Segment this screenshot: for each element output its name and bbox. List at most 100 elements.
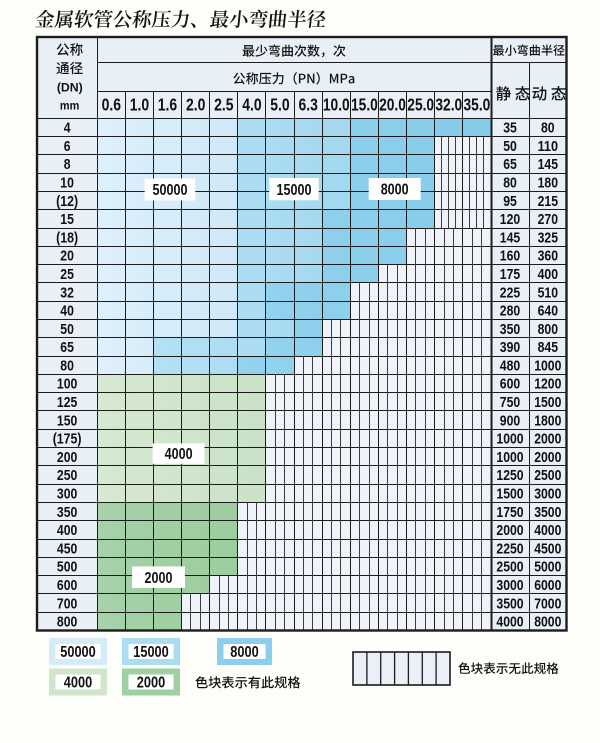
svg-text:15000: 15000 <box>133 644 169 661</box>
svg-text:8000: 8000 <box>230 644 259 661</box>
svg-text:6000: 6000 <box>534 578 561 594</box>
svg-text:225: 225 <box>500 285 520 301</box>
svg-text:1750: 1750 <box>496 505 523 521</box>
svg-text:270: 270 <box>538 212 558 228</box>
svg-text:6.3: 6.3 <box>299 95 318 115</box>
svg-text:1.6: 1.6 <box>158 95 177 115</box>
svg-text:20.0: 20.0 <box>379 95 406 115</box>
svg-text:1000: 1000 <box>496 432 523 448</box>
svg-text:400: 400 <box>57 523 77 539</box>
svg-text:2000: 2000 <box>137 675 166 692</box>
svg-text:800: 800 <box>538 322 558 338</box>
svg-text:640: 640 <box>538 304 558 320</box>
svg-text:4500: 4500 <box>534 541 561 557</box>
svg-text:32.0: 32.0 <box>435 95 462 115</box>
svg-text:1200: 1200 <box>534 377 561 393</box>
svg-text:400: 400 <box>538 267 558 283</box>
svg-text:325: 325 <box>538 230 558 246</box>
svg-text:35: 35 <box>503 121 517 137</box>
svg-text:110: 110 <box>538 139 558 155</box>
svg-text:200: 200 <box>57 450 77 466</box>
svg-text:2.0: 2.0 <box>186 95 205 115</box>
svg-text:215: 215 <box>538 194 558 210</box>
svg-text:1500: 1500 <box>534 395 561 411</box>
svg-text:mm: mm <box>60 98 79 112</box>
svg-text:0.6: 0.6 <box>102 95 121 115</box>
svg-text:35.0: 35.0 <box>464 95 491 115</box>
svg-text:25: 25 <box>60 267 74 283</box>
svg-text:100: 100 <box>57 377 77 393</box>
svg-text:(18): (18) <box>56 230 78 246</box>
svg-text:80: 80 <box>60 359 74 375</box>
svg-text:6: 6 <box>64 139 71 155</box>
svg-text:480: 480 <box>500 359 520 375</box>
svg-text:15: 15 <box>60 212 74 228</box>
svg-text:145: 145 <box>538 157 558 173</box>
svg-text:15.0: 15.0 <box>351 95 378 115</box>
svg-text:80: 80 <box>541 121 555 137</box>
svg-text:(12): (12) <box>56 194 78 210</box>
svg-text:2250: 2250 <box>496 541 523 557</box>
svg-text:10.0: 10.0 <box>323 95 350 115</box>
svg-text:800: 800 <box>57 615 77 631</box>
svg-text:2.5: 2.5 <box>214 95 234 115</box>
svg-text:1.0: 1.0 <box>130 95 149 115</box>
svg-text:20: 20 <box>60 249 74 265</box>
svg-text:390: 390 <box>500 340 520 356</box>
svg-text:80: 80 <box>503 176 517 192</box>
svg-text:25.0: 25.0 <box>407 95 434 115</box>
svg-text:8000: 8000 <box>534 615 561 631</box>
svg-text:15000: 15000 <box>277 182 312 199</box>
svg-text:1000: 1000 <box>534 359 561 375</box>
svg-text:175: 175 <box>500 267 520 283</box>
svg-text:900: 900 <box>500 413 520 429</box>
svg-text:(DN): (DN) <box>57 81 83 95</box>
svg-text:160: 160 <box>500 249 520 265</box>
svg-text:360: 360 <box>538 249 558 265</box>
svg-text:50000: 50000 <box>153 182 188 199</box>
svg-text:32: 32 <box>60 285 74 301</box>
svg-text:120: 120 <box>500 212 520 228</box>
svg-text:4.0: 4.0 <box>242 95 261 115</box>
svg-text:350: 350 <box>500 322 520 338</box>
svg-text:300: 300 <box>57 487 77 503</box>
svg-text:65: 65 <box>60 340 74 356</box>
svg-text:4000: 4000 <box>64 675 93 692</box>
svg-text:65: 65 <box>503 157 517 173</box>
svg-text:40: 40 <box>60 304 74 320</box>
svg-text:3500: 3500 <box>496 596 523 612</box>
svg-text:4000: 4000 <box>165 446 193 463</box>
svg-text:50: 50 <box>60 322 74 338</box>
svg-text:1500: 1500 <box>496 487 523 503</box>
svg-text:510: 510 <box>538 285 558 301</box>
svg-text:5000: 5000 <box>534 560 561 576</box>
svg-text:600: 600 <box>57 578 77 594</box>
svg-text:280: 280 <box>500 304 520 320</box>
svg-text:150: 150 <box>57 413 77 429</box>
svg-text:350: 350 <box>57 505 77 521</box>
svg-text:4000: 4000 <box>496 615 523 631</box>
svg-text:10: 10 <box>60 176 74 192</box>
svg-text:95: 95 <box>503 194 517 210</box>
svg-text:145: 145 <box>500 230 520 246</box>
svg-text:2500: 2500 <box>496 560 523 576</box>
svg-text:4: 4 <box>64 121 71 137</box>
svg-text:8: 8 <box>64 157 71 173</box>
svg-text:5.0: 5.0 <box>270 95 289 115</box>
svg-text:(175): (175) <box>53 432 82 448</box>
svg-text:500: 500 <box>57 560 77 576</box>
svg-text:750: 750 <box>500 395 520 411</box>
svg-text:8000: 8000 <box>381 182 409 199</box>
svg-text:180: 180 <box>538 176 558 192</box>
svg-text:1250: 1250 <box>496 468 523 484</box>
svg-text:3500: 3500 <box>534 505 561 521</box>
svg-text:125: 125 <box>57 395 77 411</box>
svg-text:50: 50 <box>503 139 517 155</box>
svg-text:7000: 7000 <box>534 596 561 612</box>
svg-text:50000: 50000 <box>60 644 96 661</box>
svg-text:1000: 1000 <box>496 450 523 466</box>
svg-text:2500: 2500 <box>534 468 561 484</box>
svg-text:250: 250 <box>57 468 77 484</box>
svg-text:845: 845 <box>538 340 558 356</box>
svg-text:3000: 3000 <box>496 578 523 594</box>
